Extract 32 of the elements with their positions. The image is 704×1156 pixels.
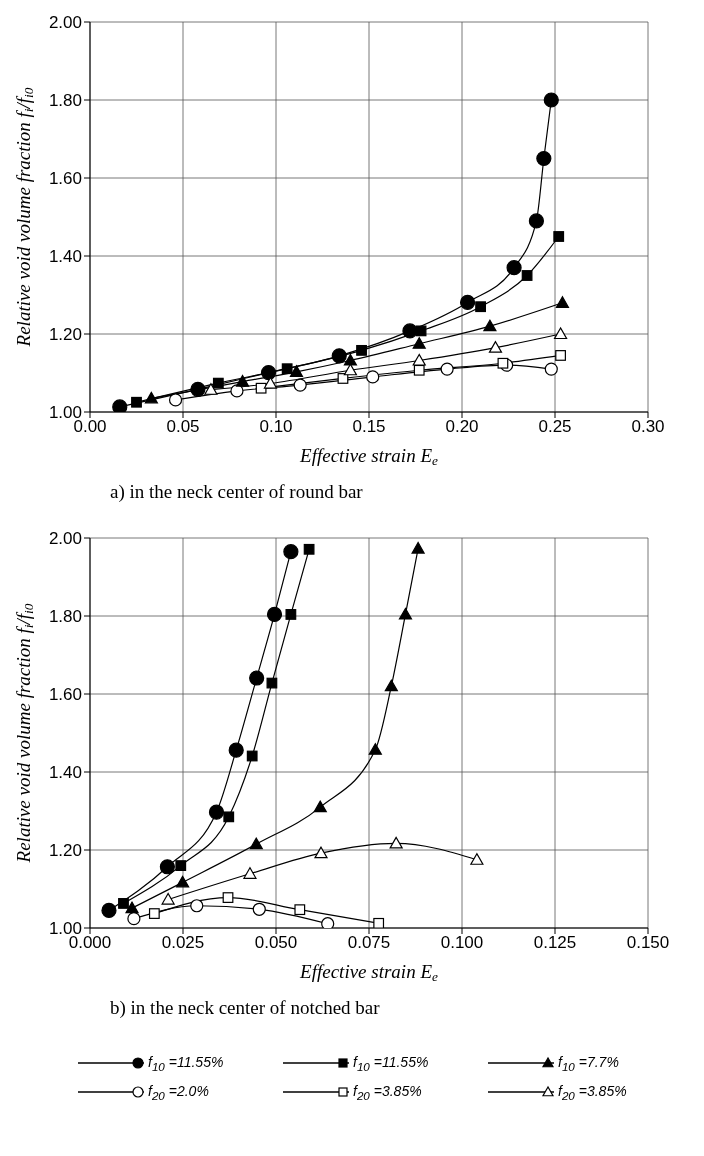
y-tick-label: 1.80 xyxy=(48,91,82,111)
x-tick-label: 0.075 xyxy=(347,933,391,953)
y-tick-label: 2.00 xyxy=(48,529,82,549)
x-tick-label: 0.25 xyxy=(538,417,572,437)
x-axis-title: Effective strain E$_{e}$ xyxy=(299,445,438,469)
legend-label: f$_{10}$ =7.7% xyxy=(558,1054,619,1073)
y-tick-label: 1.20 xyxy=(48,325,82,345)
legend-label: f$_{20}$ =3.85% xyxy=(353,1082,422,1102)
y-tick-label: 1.60 xyxy=(48,685,82,705)
y-tick-label: 1.40 xyxy=(48,247,82,267)
legend-label: f$_{10}$ =11.55% xyxy=(148,1054,224,1073)
legend-label: f$_{20}$ =3.85% xyxy=(558,1082,627,1102)
legend-label: f$_{20}$ =2.0% xyxy=(148,1082,209,1102)
legend-label: f$_{10}$ =11.55% xyxy=(353,1054,429,1073)
y-tick-label: 1.60 xyxy=(48,169,82,189)
y-tick-label: 1.40 xyxy=(48,763,82,783)
x-tick-label: 0.050 xyxy=(254,933,298,953)
x-tick-label: 0.10 xyxy=(259,417,293,437)
y-tick-label: 1.80 xyxy=(48,607,82,627)
y-tick-label: 1.20 xyxy=(48,841,82,861)
text: a) in the neck center of round bar xyxy=(110,481,364,503)
x-tick-label: 0.05 xyxy=(166,417,200,437)
x-tick-label: 0.150 xyxy=(626,933,670,953)
x-tick-label: 0.125 xyxy=(533,933,577,953)
x-tick-label: 0.20 xyxy=(445,417,479,437)
x-tick-label: 0.30 xyxy=(631,417,665,437)
y-tick-label: 2.00 xyxy=(48,13,82,33)
x-tick-label: 0.15 xyxy=(352,417,386,437)
text: b) in the neck center of notched bar xyxy=(110,997,381,1019)
x-tick-label: 0.100 xyxy=(440,933,484,953)
x-tick-label: 0.025 xyxy=(161,933,205,953)
x-axis-title: Effective strain E$_{e}$ xyxy=(299,961,438,985)
